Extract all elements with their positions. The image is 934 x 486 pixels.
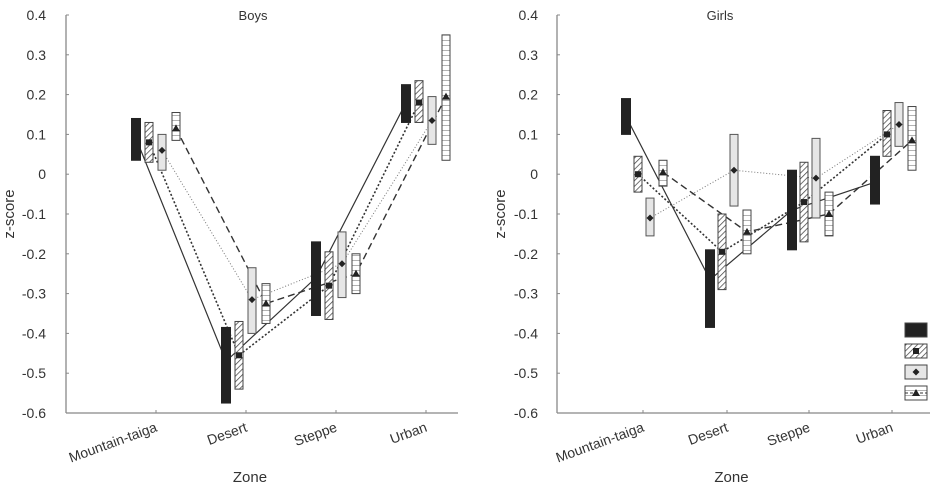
mean-marker-series-2 — [236, 352, 242, 359]
x-tick-label: Mountain-taiga — [554, 419, 647, 466]
y-tick-label: -0.5 — [22, 365, 46, 381]
y-tick-label: -0.6 — [22, 405, 46, 421]
y-tick-label: -0.1 — [514, 206, 538, 222]
x-axis-label: Zone — [714, 469, 748, 486]
mean-marker-series-2 — [801, 199, 807, 206]
x-tick-label: Urban — [854, 419, 895, 447]
ci-bar-series-1 — [705, 249, 715, 328]
mean-marker-series-2 — [326, 282, 332, 289]
x-axis-label: Zone — [233, 469, 267, 486]
mean-marker-series-4 — [825, 210, 833, 217]
series-line-3 — [649, 124, 900, 219]
y-tick-label: -0.2 — [514, 246, 538, 262]
ci-bar-series-1 — [221, 326, 231, 404]
ci-bar-series-1 — [621, 98, 631, 135]
ci-bar-series-1 — [311, 241, 321, 316]
x-tick-label: Steppe — [292, 419, 339, 449]
chart-title: Girls — [707, 8, 734, 23]
ci-bar-series-1 — [131, 117, 141, 161]
legend-marker-3 — [912, 368, 920, 376]
y-tick-label: 0.4 — [519, 7, 539, 23]
y-axis-label: z-score — [492, 189, 509, 238]
x-tick-label: Steppe — [765, 419, 812, 449]
mean-marker-series-4 — [352, 269, 360, 277]
chart-title: Boys — [239, 8, 268, 23]
series-line-1 — [625, 116, 876, 281]
mean-marker-series-4 — [262, 299, 270, 307]
panel-boys: 0.4 0.3 0.2 0.1 0 -0.1 -0.2 -0.3 -0.4 -0.5 -0.6 Mou… — [1, 7, 458, 486]
mean-marker-series-2 — [146, 139, 152, 146]
mean-marker-series-3 — [730, 166, 738, 174]
y-tick-label: 0.1 — [519, 126, 539, 142]
series-line-2 — [637, 133, 888, 253]
x-tick-label: Desert — [205, 419, 249, 448]
x-tick-label: Mountain-taiga — [67, 419, 160, 466]
legend-marker-2 — [913, 348, 919, 354]
mean-marker-series-4 — [442, 92, 450, 100]
mean-marker-series-3 — [895, 120, 903, 128]
y-axis-label: z-score — [1, 189, 18, 238]
y-tick-label: 0.1 — [27, 126, 47, 142]
mean-marker-series-2 — [719, 248, 725, 255]
y-tick-label: 0.2 — [27, 87, 47, 103]
y-tick-label: -0.3 — [514, 286, 538, 302]
y-tick-label: -0.4 — [22, 325, 46, 341]
y-tick-label: -0.6 — [514, 405, 538, 421]
ci-bar-series-1 — [870, 155, 880, 205]
mean-marker-series-4 — [908, 136, 916, 144]
y-tick-label: -0.2 — [22, 246, 46, 262]
mean-marker-series-3 — [248, 296, 256, 304]
y-tick-label: 0.3 — [519, 47, 539, 63]
mean-marker-series-3 — [338, 260, 346, 268]
series-line-3 — [161, 120, 433, 301]
y-tick-label: -0.3 — [22, 286, 46, 302]
mean-marker-series-2 — [884, 131, 890, 138]
y-tick-label: 0.2 — [519, 87, 539, 103]
mean-marker-series-3 — [428, 116, 436, 124]
y-tick-label: -0.5 — [514, 365, 538, 381]
y-tick-label: 0 — [530, 166, 538, 182]
y-tick-label: -0.4 — [514, 325, 538, 341]
y-tick-label: 0.3 — [27, 47, 47, 63]
series-line-1 — [135, 102, 407, 363]
series-line-2 — [148, 102, 420, 357]
legend-swatch-1 — [904, 322, 928, 338]
mean-marker-series-4 — [659, 168, 667, 176]
ci-bar-series-1 — [401, 84, 411, 123]
y-tick-label: 0 — [38, 166, 46, 182]
mean-marker-series-3 — [812, 174, 820, 182]
mean-marker-series-3 — [646, 214, 654, 222]
legend — [904, 322, 928, 401]
x-tick-label: Urban — [388, 419, 429, 447]
ci-bar-series-1 — [787, 169, 797, 251]
mean-marker-series-4 — [743, 227, 751, 235]
mean-marker-series-4 — [172, 124, 180, 132]
panel-girls: 0.4 0.3 0.2 0.1 0 -0.1 -0.2 -0.3 -0.4 -0.5 -0.6 Mou… — [492, 7, 930, 486]
mean-marker-series-2 — [635, 171, 641, 178]
legend-marker-4 — [912, 389, 920, 396]
x-tick-label: Desert — [686, 419, 730, 448]
mean-marker-series-3 — [158, 146, 166, 154]
mean-marker-series-2 — [416, 99, 422, 106]
y-tick-label: -0.1 — [22, 206, 46, 222]
y-tick-label: 0.4 — [27, 7, 47, 23]
